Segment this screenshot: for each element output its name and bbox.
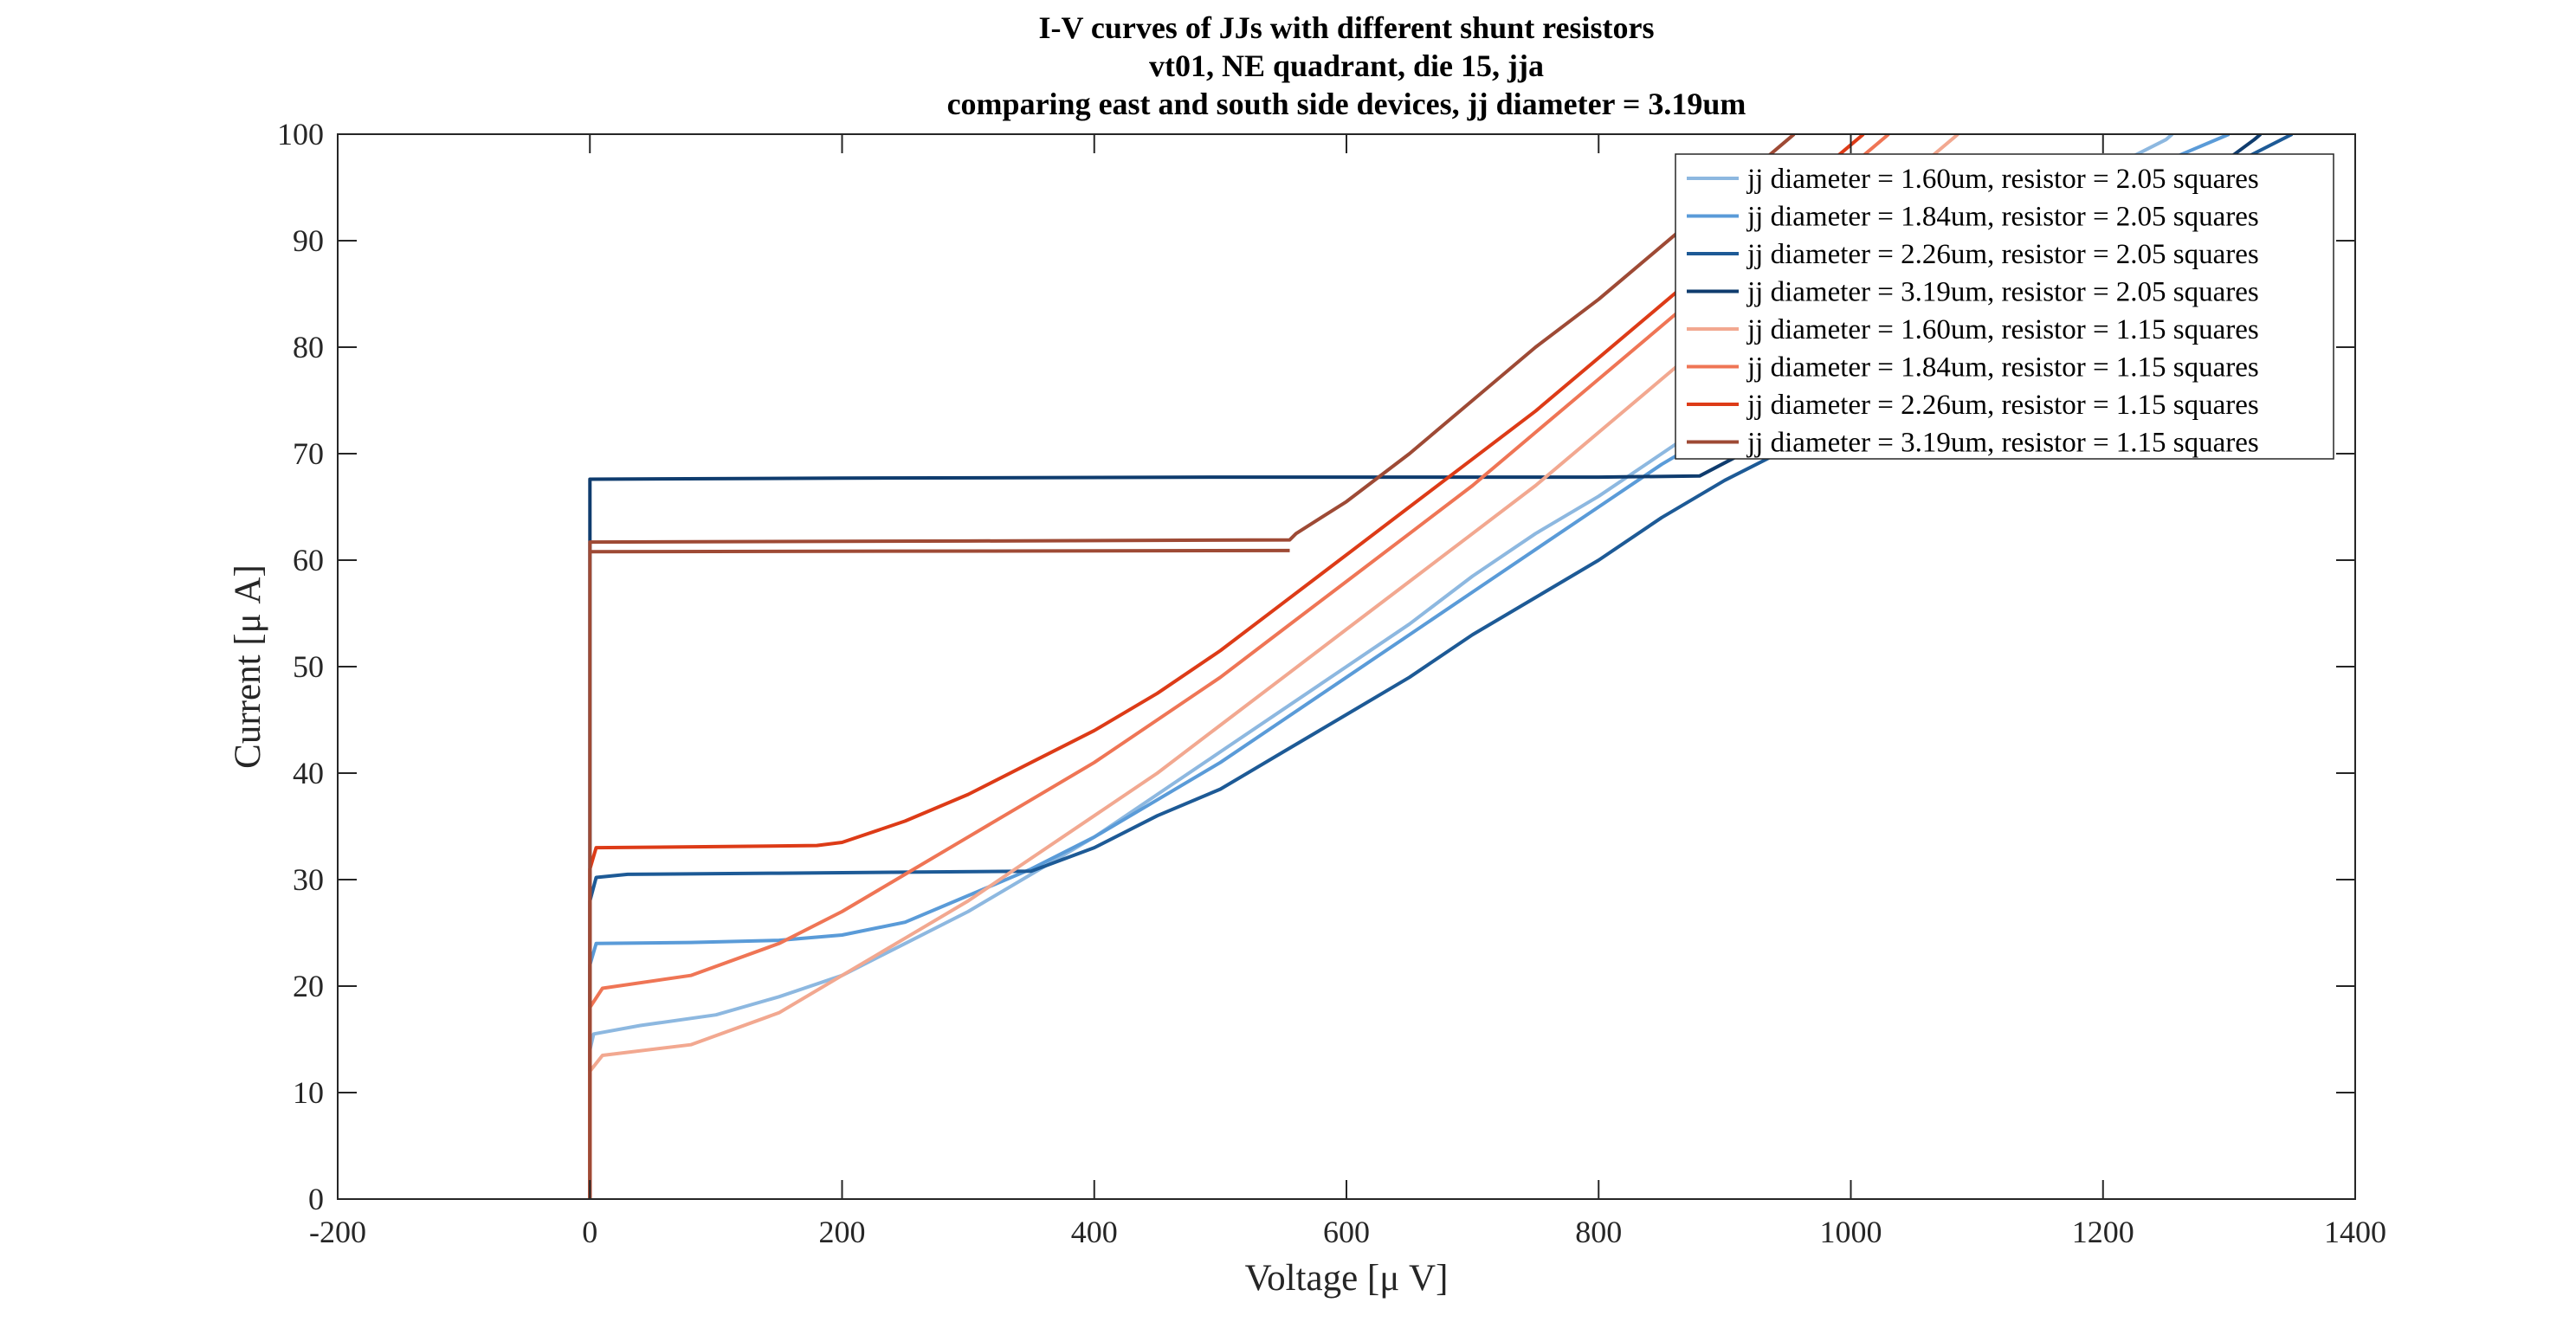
x-tick-label: 600 <box>1323 1215 1370 1249</box>
x-tick-label: 200 <box>819 1215 866 1249</box>
title-line-2: vt01, NE quadrant, die 15, jja <box>1149 48 1544 83</box>
legend-box <box>1675 153 2334 460</box>
title-line-3: comparing east and south side devices, j… <box>947 87 1746 121</box>
x-tick-label: 400 <box>1071 1215 1118 1249</box>
y-tick-label: 10 <box>293 1075 324 1110</box>
y-tick-label: 100 <box>277 117 324 152</box>
y-tick-label: 90 <box>293 223 324 258</box>
y-axis-label: Current [μ A] <box>228 564 268 769</box>
series-line-7 <box>588 134 1865 1199</box>
x-tick-label: 1400 <box>2324 1215 2386 1249</box>
legend-entry-label: jj diameter = 1.84um, resistor = 1.15 sq… <box>1746 352 2259 384</box>
legend-entry-label: jj diameter = 3.19um, resistor = 2.05 sq… <box>1746 277 2259 308</box>
y-tick-label: 20 <box>293 969 324 1003</box>
y-tick-label: 40 <box>293 756 324 790</box>
x-tick-label: 1200 <box>2072 1215 2134 1249</box>
series-line-8 <box>588 134 1796 1199</box>
y-tick-label: 30 <box>293 862 324 897</box>
y-tick-label: 70 <box>293 436 324 471</box>
y-tick-label: 60 <box>293 543 324 577</box>
x-tick-label: 1000 <box>1820 1215 1882 1249</box>
y-axis: 0 10 20 30 40 50 60 70 80 90 100 <box>277 117 2355 1216</box>
legend-entry-label: jj diameter = 1.84um, resistor = 2.05 sq… <box>1746 202 2259 233</box>
y-tick-label: 0 <box>308 1182 324 1216</box>
legend: jj diameter = 1.60um, resistor = 2.05 sq… <box>1675 153 2334 460</box>
y-tick-label: 50 <box>293 649 324 684</box>
title-line-1: I-V curves of JJs with different shunt r… <box>1039 10 1655 45</box>
x-tick-label: 800 <box>1575 1215 1622 1249</box>
chart-title: I-V curves of JJs with different shunt r… <box>947 10 1746 121</box>
x-tick-label: 0 <box>582 1215 597 1249</box>
x-axis: -200 0 200 400 600 800 1000 1200 1400 <box>309 134 2386 1249</box>
series-layer <box>588 134 2294 1199</box>
legend-entry-label: jj diameter = 2.26um, resistor = 2.05 sq… <box>1746 239 2259 270</box>
x-axis-label: Voltage [μ V] <box>1245 1258 1449 1299</box>
x-tick-label: -200 <box>309 1215 366 1249</box>
legend-entry-label: jj diameter = 2.26um, resistor = 1.15 sq… <box>1746 390 2259 421</box>
legend-entry-label: jj diameter = 1.60um, resistor = 1.15 sq… <box>1746 314 2259 345</box>
legend-entry-label: jj diameter = 1.60um, resistor = 2.05 sq… <box>1746 164 2259 195</box>
y-tick-label: 80 <box>293 330 324 364</box>
legend-entry-label: jj diameter = 3.19um, resistor = 1.15 sq… <box>1746 428 2259 459</box>
